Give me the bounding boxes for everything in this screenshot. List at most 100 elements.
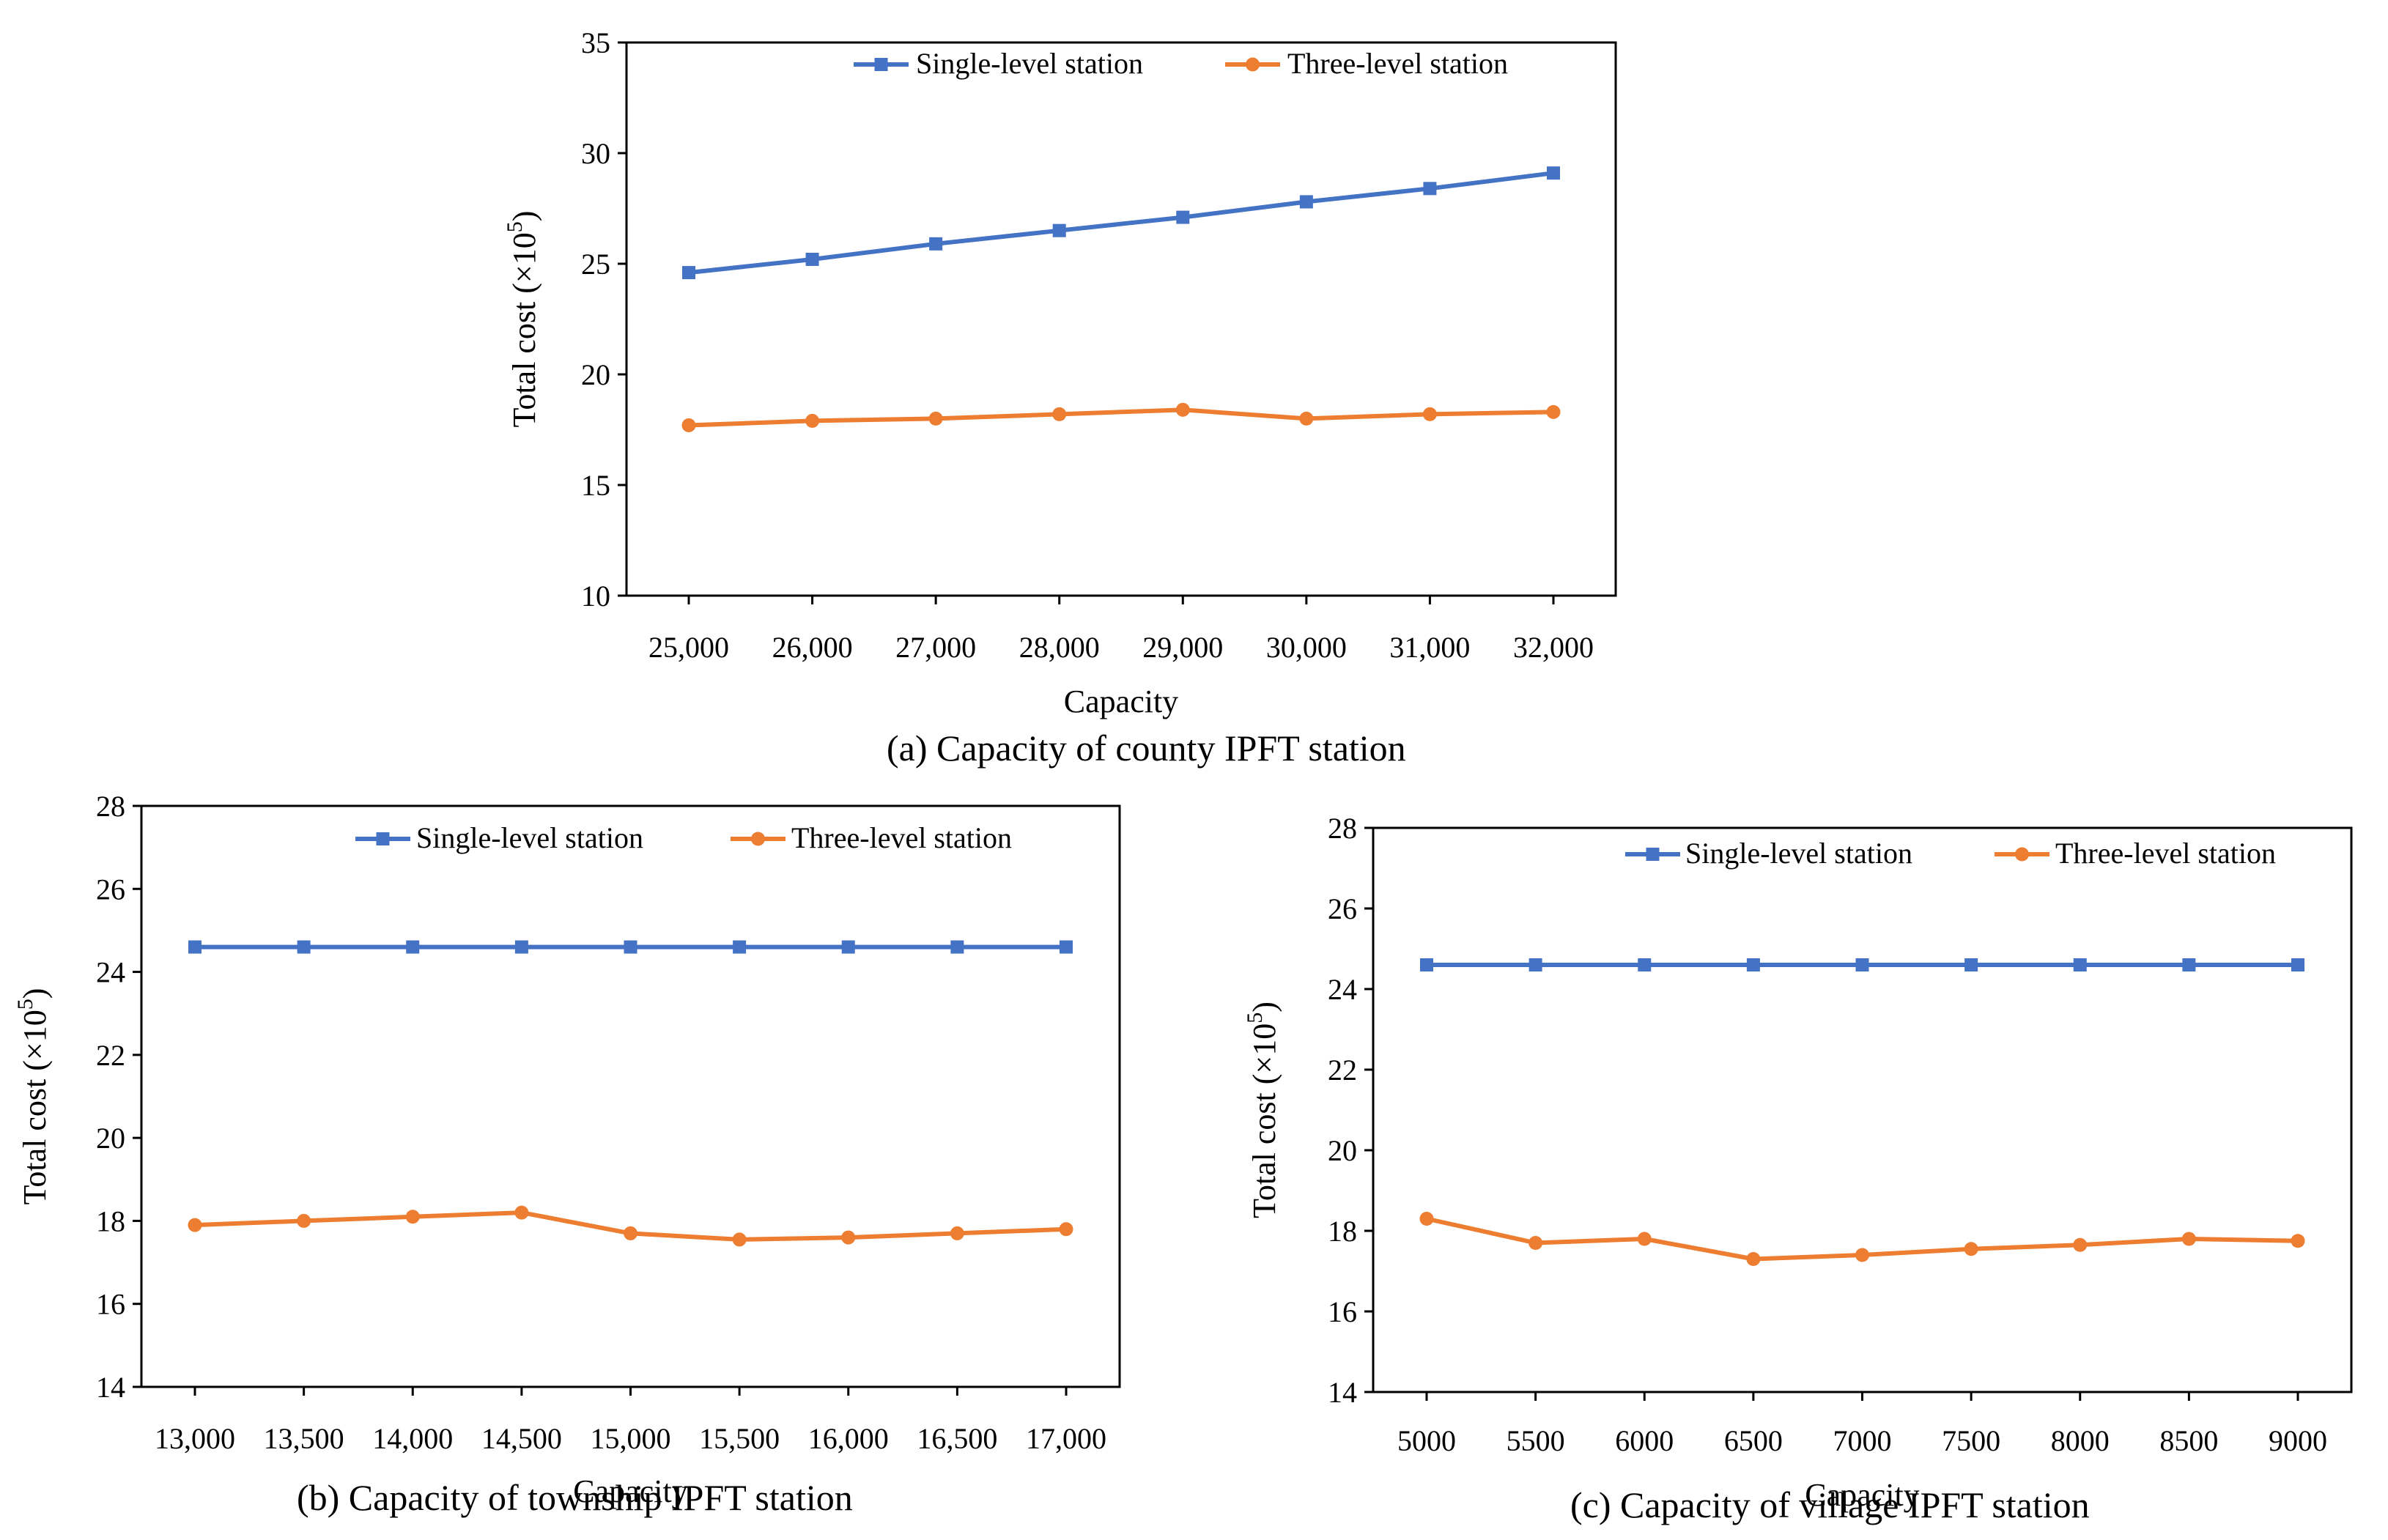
y-axis-label-sup: 5 [13,999,37,1010]
x-axis-label: Capacity [1805,1477,1919,1513]
legend-marker-single [1646,848,1660,861]
point-three [841,1230,856,1245]
legend-label-three: Three-level station [791,821,1012,854]
point-three [405,1210,420,1224]
point-three [1059,1222,1073,1237]
y-tick-label: 14 [96,1371,125,1404]
y-tick-label: 30 [581,137,610,170]
point-single [1746,958,1760,971]
x-tick-label: 5500 [1507,1424,1565,1457]
x-tick-label: 15,000 [591,1422,671,1455]
point-single [1638,958,1652,971]
point-single [2291,958,2304,971]
chart-village-svg: 14 16 18 20 22 24 26 28 5000 5500 6000 6500 7000 7500… [1243,812,2353,1513]
point-three [950,1226,964,1240]
caption-village: (c) Capacity of village IPFT station [1570,1484,2090,1525]
x-tick-label: 13,000 [155,1422,235,1455]
point-single [1855,958,1869,971]
y-tick-label: 24 [1328,973,1357,1006]
y-axis-label-main: Total cost (×10 [1246,1023,1282,1218]
point-single [682,266,695,280]
point-single [950,940,964,954]
y-tick-label: 15 [581,469,610,502]
y-axis-label-sup: 5 [1243,1013,1267,1023]
y-axis-label-main: Total cost (×10 [506,232,542,427]
x-tick-label: 25,000 [648,631,729,664]
chart-township-svg: 14 16 18 20 22 24 26 28 13,000 13,500 14,000 14,500… [13,790,1121,1509]
y-tick-label: 16 [96,1288,125,1321]
y-tick-label: 20 [581,358,610,391]
x-tick-label: 17,000 [1026,1422,1106,1455]
point-three [1746,1252,1761,1266]
y-tick-label: 28 [1328,812,1357,845]
y-tick-label: 16 [1328,1295,1357,1328]
legend-label-single: Single-level station [1685,837,1912,870]
chart-panel-township: 14 16 18 20 22 24 26 28 13,000 13,500 14,000 14,500… [0,777,1202,1540]
point-three [297,1213,311,1228]
point-single [188,940,202,954]
x-tick-label: 6500 [1724,1424,1783,1457]
point-three [2073,1237,2088,1252]
point-single [1964,958,1978,971]
point-single [1423,182,1437,196]
y-tick-label: 26 [96,873,125,906]
point-single [1060,940,1073,954]
y-tick-label: 10 [581,580,610,612]
y-tick-label: 20 [1328,1134,1357,1167]
point-three [1419,1212,1434,1226]
x-tick-label: 16,500 [917,1422,997,1455]
x-tick-label: 7000 [1833,1424,1892,1457]
x-tick-label: 13,500 [264,1422,344,1455]
point-three [1637,1232,1652,1246]
caption-county: (a) Capacity of county IPFT station [887,728,1406,769]
point-single [805,252,819,266]
y-axis-label-main: Total cost (×10 [17,1010,53,1204]
x-tick-label: 8500 [2159,1424,2218,1457]
x-tick-label: 29,000 [1142,631,1223,664]
legend-marker-three [2015,847,2029,862]
point-single [1420,958,1433,971]
legend-label-three: Three-level station [1287,47,1508,80]
y-axis-label: Total cost (×105) [13,988,53,1205]
point-single [1528,958,1542,971]
legend-marker-three [751,832,765,846]
y-axis-label: Total cost (×105) [1243,1002,1282,1218]
y-axis-label-sup: 5 [503,221,527,232]
x-tick-label: 7500 [1942,1424,2000,1457]
point-single [2073,958,2087,971]
x-tick-label: 5000 [1397,1424,1456,1457]
x-tick-label: 15,500 [699,1422,780,1455]
point-single [1299,195,1313,209]
point-three [1422,407,1437,421]
point-single [297,940,311,954]
legend-label-three: Three-level station [2055,837,2276,870]
x-tick-label: 31,000 [1389,631,1470,664]
point-three [1855,1248,1869,1262]
point-single [2182,958,2196,971]
x-axis-label: Capacity [573,1473,687,1509]
y-tick-label: 28 [96,790,125,823]
x-tick-label: 6000 [1615,1424,1674,1457]
point-three [732,1232,747,1247]
y-tick-label: 14 [1328,1376,1357,1409]
x-tick-label: 30,000 [1266,631,1347,664]
legend-label-single: Single-level station [916,47,1143,80]
point-single [841,940,855,954]
chart-county-svg: 10 15 20 25 30 35 25,000 26,000 27,000 28,000 29,0… [503,26,1617,719]
point-three [2181,1232,2196,1246]
plot-frame [1372,826,2353,1393]
y-axis-label-close: ) [17,988,53,999]
point-three [1175,402,1190,417]
point-single [1176,210,1190,224]
chart-panel-county: 10 15 20 25 30 35 25,000 26,000 27,000 28,000 29,0… [503,26,1617,719]
series-line-three [688,407,1554,428]
point-single [733,940,747,954]
legend-marker-three [1246,57,1260,72]
caption-township: (b) Capacity of township IPFT station [297,1477,853,1518]
y-tick-label: 25 [581,248,610,281]
x-axis-label: Capacity [1064,684,1178,719]
y-tick-label: 26 [1328,892,1357,925]
y-axis-label-close: ) [1246,1002,1282,1013]
point-three [681,418,696,432]
x-tick-label: 26,000 [772,631,853,664]
